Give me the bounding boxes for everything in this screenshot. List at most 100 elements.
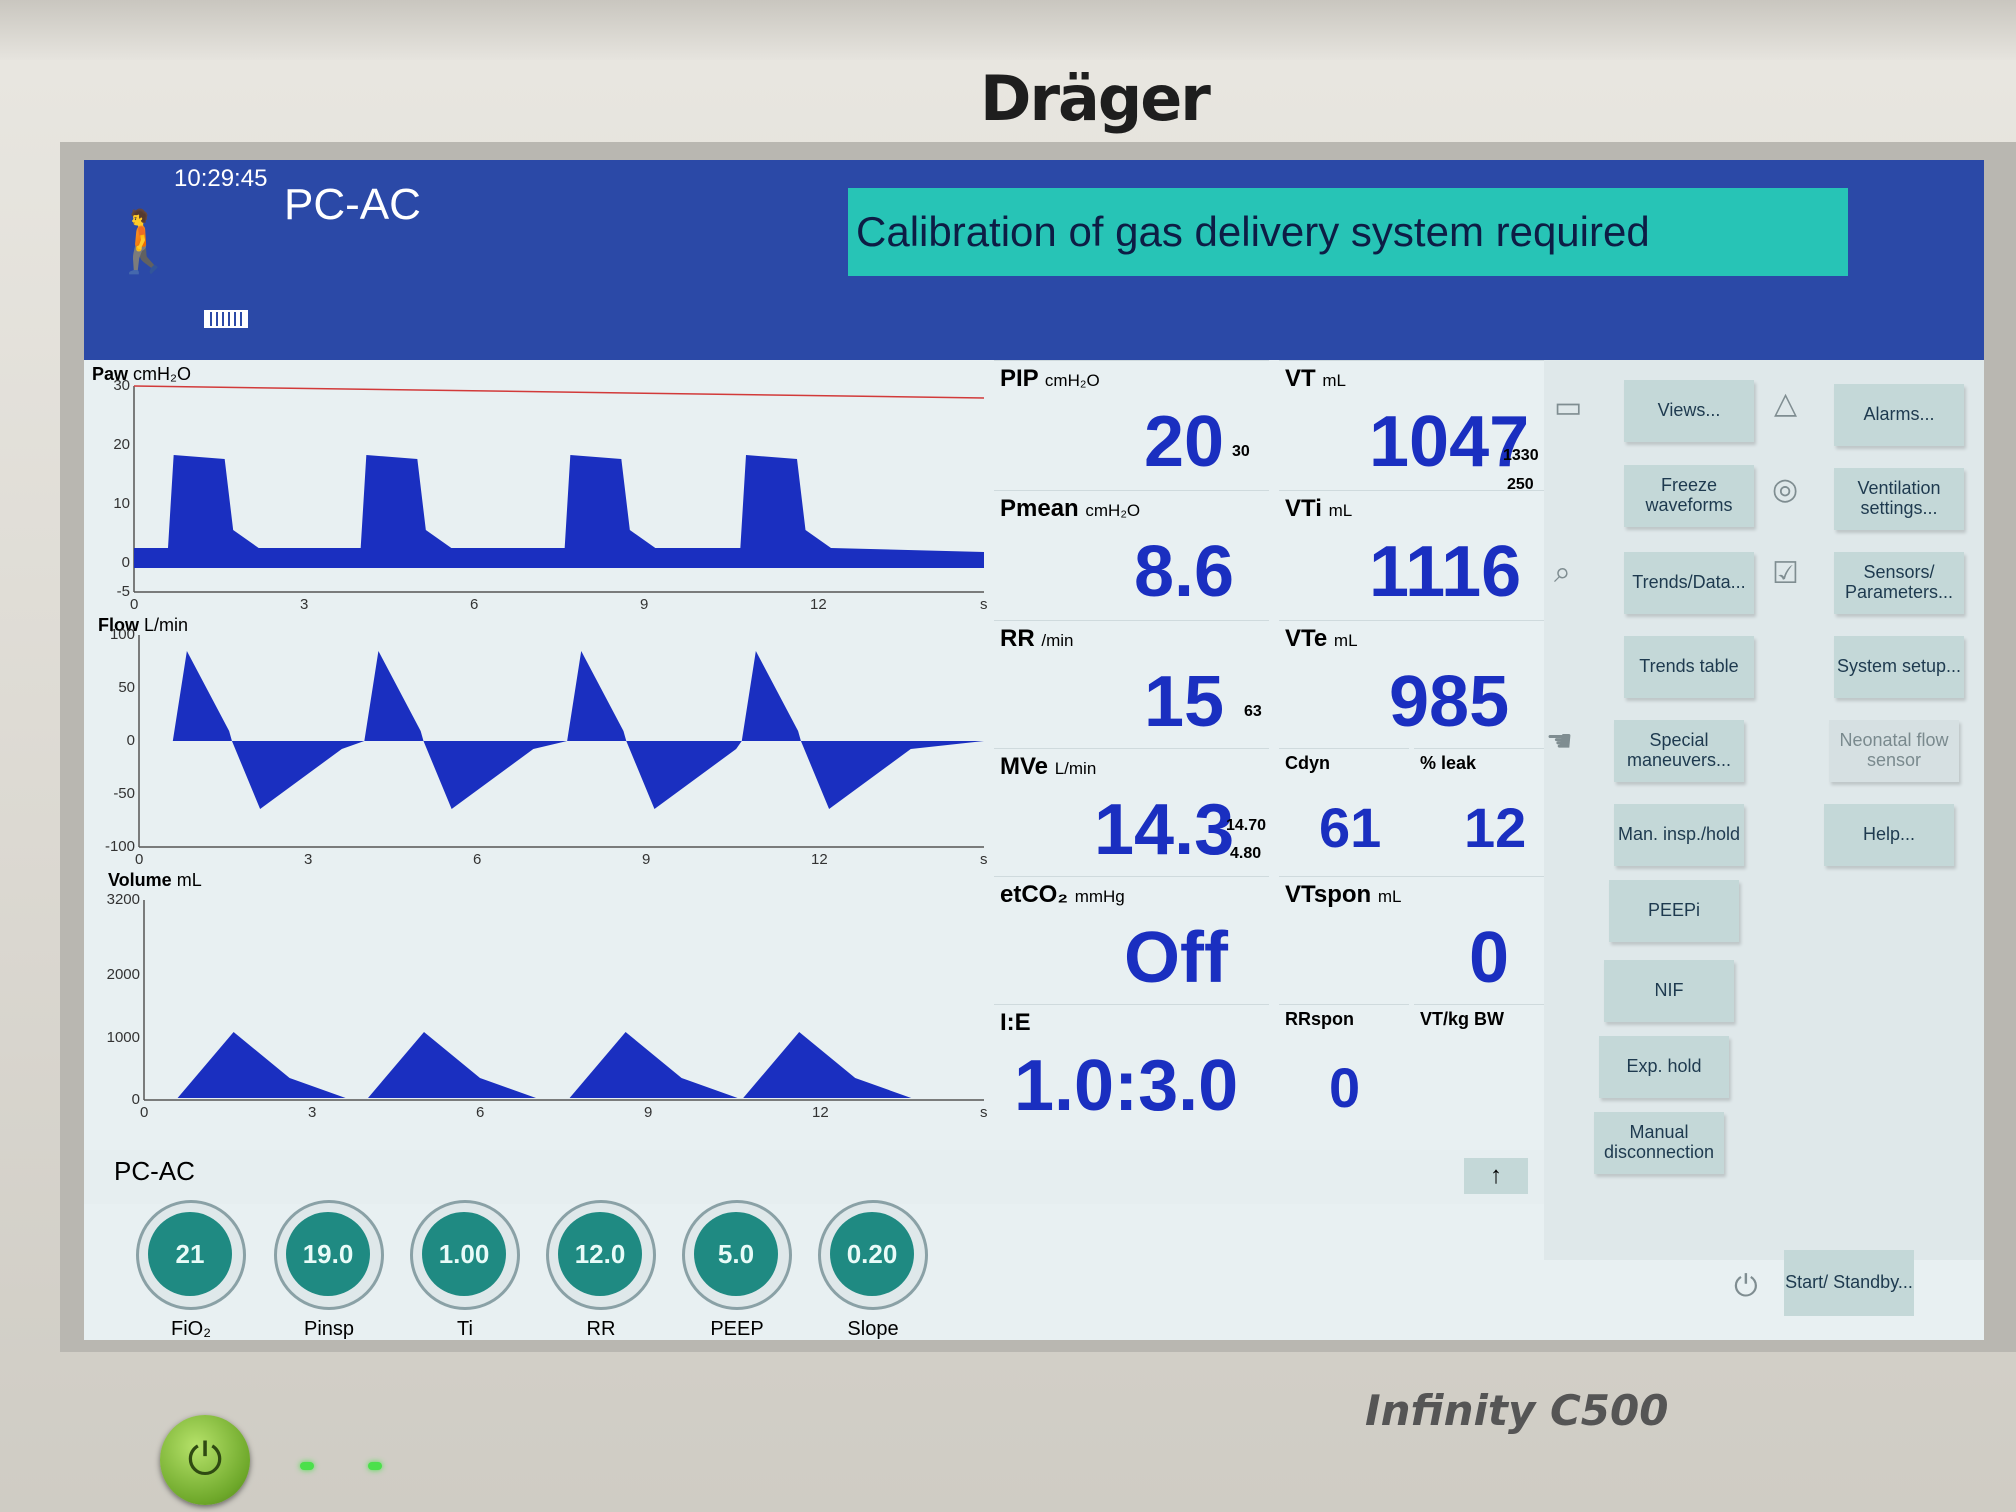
views-icon: ▭	[1554, 391, 1583, 424]
slope-knob[interactable]: 0.20 Slope	[818, 1200, 928, 1340]
leak-value: 12	[1464, 796, 1527, 859]
alarm-message[interactable]: Calibration of gas delivery system requi…	[848, 188, 1848, 276]
cdyn-label: Cdyn	[1285, 753, 1330, 773]
special-maneuvers-icon: ☚	[1546, 725, 1573, 758]
header-bar: 10:29:45 PC-AC 🚶 Calibration of gas deli…	[84, 160, 1984, 360]
y-tick-label: 20	[113, 435, 130, 453]
clock: 10:29:45	[174, 165, 268, 192]
vt-cell: VT mL 1047 1330 250	[1279, 360, 1544, 493]
help-button[interactable]: Help...	[1824, 804, 1954, 866]
vte-value: 985	[1389, 662, 1510, 742]
knob-value: 0.20	[830, 1212, 914, 1296]
special-maneuvers-button[interactable]: Special maneuvers...	[1614, 720, 1744, 782]
manual-disconnection-button[interactable]: Manual disconnection	[1594, 1112, 1724, 1174]
rrspon-label: RRspon	[1285, 1009, 1354, 1029]
x-tick-label: 9	[640, 596, 649, 613]
battery-icon	[204, 310, 248, 328]
y-tick-label: 50	[118, 679, 135, 696]
pip-value: 20	[1144, 402, 1225, 482]
pmean-label: Pmean cmH₂O	[1000, 495, 1141, 522]
y-tick-label: 2000	[106, 966, 140, 983]
waveform-plots	[133, 385, 985, 1101]
bezel-top	[0, 0, 2016, 60]
y-tick-label: 0	[126, 732, 135, 749]
x-tick-label: 12	[812, 1104, 829, 1121]
knob-value: 5.0	[694, 1212, 778, 1296]
alarm-bell-icon: △	[1774, 387, 1798, 420]
vte-cell: VTe mL 985	[1279, 620, 1544, 749]
trends-icon: ⌕	[1554, 556, 1571, 589]
system-setup-button[interactable]: System setup...	[1834, 636, 1964, 698]
paw-alarm-limit-line	[133, 385, 985, 399]
standby-power-icon: ⏻	[1734, 1270, 1758, 1303]
mve-limit-low: 4.80	[1230, 845, 1262, 862]
peepi-button[interactable]: PEEPi	[1609, 880, 1739, 942]
leak-cell: % leak 12	[1414, 748, 1544, 877]
ie-value: 1.0:3.0	[1014, 1046, 1239, 1126]
trends-table-button[interactable]: Trends table	[1624, 636, 1754, 698]
knob-value: 21	[148, 1212, 232, 1296]
pip-cell: PIP cmH₂O 20 30	[994, 360, 1269, 491]
y-tick-label: 0	[121, 553, 130, 571]
waveform-area: Paw cmH₂O Flow L/min Volume mL 30 20 10 0 -5…	[84, 360, 994, 1150]
knob-value: 1.00	[422, 1212, 506, 1296]
ti-knob[interactable]: 1.00 Ti	[410, 1200, 520, 1340]
vtspon-label: VTspon mL	[1285, 881, 1402, 908]
vti-cell: VTi mL 1116	[1279, 490, 1544, 621]
views-button[interactable]: Views...	[1624, 380, 1754, 442]
measured-values-panel: PIP cmH₂O 20 30 VT mL 1047 1330 250 Pmea…	[994, 360, 1544, 1150]
status-led	[300, 1462, 314, 1470]
paw-waveform	[134, 455, 984, 568]
status-led	[368, 1462, 382, 1470]
vtkgbw-label: VT/kg BW	[1420, 1009, 1504, 1029]
rr-value: 15	[1144, 662, 1225, 742]
x-tick-label: 9	[644, 1104, 653, 1121]
etco2-cell: etCO₂ mmHg Off	[994, 876, 1269, 1005]
vt-value: 1047	[1369, 402, 1530, 482]
x-tick-label: 0	[140, 1104, 149, 1121]
x-tick-label: 0	[135, 851, 144, 868]
knob-label: Slope	[847, 1318, 899, 1340]
nif-button[interactable]: NIF	[1604, 960, 1734, 1022]
rr-knob[interactable]: 12.0 RR	[546, 1200, 656, 1340]
x-tick-label: 6	[473, 851, 482, 868]
mve-limit-high: 14.70	[1226, 817, 1267, 834]
x-tick-label: 0	[130, 596, 139, 613]
vt-label: VT mL	[1285, 365, 1346, 392]
manual-inspiration-hold-button[interactable]: Man. insp./hold	[1614, 804, 1744, 866]
vtspon-value: 0	[1469, 918, 1510, 998]
vti-label: VTi mL	[1285, 495, 1353, 522]
mve-cell: MVe L/min 14.3 14.70 4.80	[994, 748, 1269, 877]
knob-label: FiO₂	[171, 1318, 211, 1340]
flow-waveform	[139, 651, 984, 809]
freeze-waveforms-button[interactable]: Freeze waveforms	[1624, 465, 1754, 527]
pinsp-knob[interactable]: 19.0 Pinsp	[274, 1200, 384, 1340]
pip-limit: 30	[1232, 443, 1250, 460]
vti-value: 1116	[1369, 532, 1522, 612]
model-name: Infinity C500	[1365, 1386, 1669, 1435]
etco2-value: Off	[1124, 918, 1228, 998]
sensors-parameters-button[interactable]: Sensors/ Parameters...	[1834, 552, 1964, 614]
alarm-text: Calibration of gas delivery system requi…	[856, 208, 1650, 255]
peep-knob[interactable]: 5.0 PEEP	[682, 1200, 792, 1340]
expiratory-hold-button[interactable]: Exp. hold	[1599, 1036, 1729, 1098]
power-button[interactable]: ⏻	[160, 1415, 250, 1505]
fio2-knob[interactable]: 21 FiO₂	[136, 1200, 246, 1340]
vt-limit-high: 1330	[1503, 447, 1539, 464]
expand-settings-button[interactable]: ↑	[1464, 1158, 1528, 1194]
ventilation-settings-button[interactable]: Ventilation settings...	[1834, 468, 1964, 530]
menu-panel: ▭ Views... △ Alarms... Freeze waveforms …	[1544, 360, 1984, 1260]
neonatal-flow-sensor-button[interactable]: Neonatal flow sensor	[1829, 720, 1959, 782]
alarms-button[interactable]: Alarms...	[1834, 384, 1964, 446]
mode-bar: PC-AC ↑	[84, 1150, 1544, 1204]
trends-data-button[interactable]: Trends/Data...	[1624, 552, 1754, 614]
sensors-icon: ☑	[1772, 557, 1799, 590]
x-tick-label: 12	[811, 851, 828, 868]
vte-label: VTe mL	[1285, 625, 1358, 652]
mode-bar-label: PC-AC	[114, 1156, 195, 1186]
volume-waveform	[144, 1032, 984, 1098]
y-tick-label: 30	[113, 377, 130, 394]
adult-patient-icon[interactable]: 🚶	[106, 208, 181, 275]
start-standby-button[interactable]: Start/ Standby...	[1784, 1250, 1914, 1316]
ie-cell: I:E 1.0:3.0	[994, 1004, 1269, 1151]
